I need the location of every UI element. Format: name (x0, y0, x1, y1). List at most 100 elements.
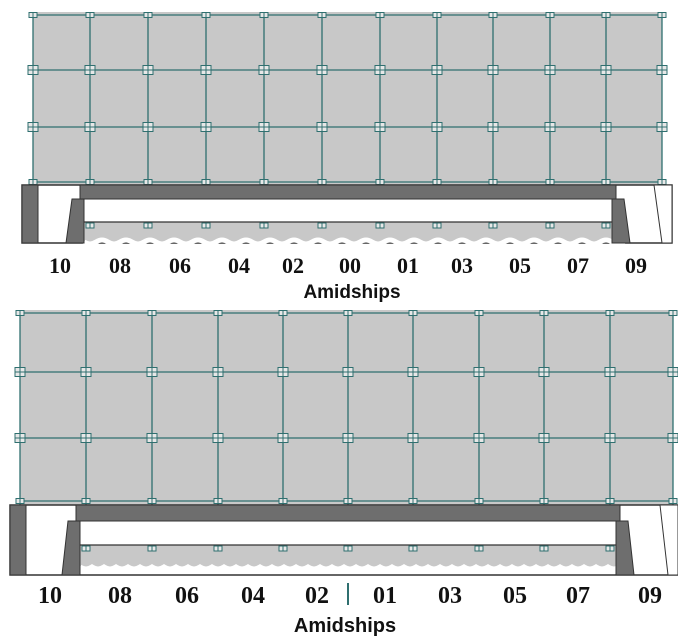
joint-fitting (81, 545, 91, 552)
left-bulkhead (65, 198, 85, 244)
joint-fitting (259, 12, 269, 18)
main-girder (79, 184, 617, 200)
joint-fitting (473, 367, 485, 377)
joint-fitting (375, 222, 385, 229)
joint-fitting (85, 222, 95, 229)
joint-fitting (147, 310, 157, 316)
joint-fitting (27, 122, 39, 132)
joint-fitting (143, 179, 153, 185)
frame-number-08: 08 (108, 583, 132, 609)
frame-number-10: 10 (49, 253, 71, 278)
joint-fitting (212, 433, 224, 443)
joint-fitting (487, 65, 499, 75)
joint-fitting (84, 122, 96, 132)
joint-fitting (474, 310, 484, 316)
frame-number-09: 09 (625, 253, 647, 278)
frame-number-07: 07 (566, 583, 590, 609)
frame-number-06: 06 (169, 253, 191, 278)
joint-fitting (258, 65, 270, 75)
joint-fitting (142, 122, 154, 132)
upper-hull-drawing (21, 12, 673, 247)
joint-fitting (600, 65, 612, 75)
joint-fitting (200, 122, 212, 132)
joint-fitting (667, 433, 678, 443)
right-end-plate (653, 184, 673, 244)
joint-fitting (277, 433, 289, 443)
joint-fitting (375, 179, 385, 185)
joint-fitting (343, 545, 353, 552)
frame-number-07: 07 (567, 253, 589, 278)
joint-fitting (407, 433, 419, 443)
joint-fitting (432, 12, 442, 18)
torn-edge (78, 563, 622, 572)
frame-number-05: 05 (503, 583, 527, 609)
joint-fitting (278, 310, 288, 316)
frame-number-05: 05 (509, 253, 531, 278)
joint-fitting (85, 179, 95, 185)
joint-fitting (656, 65, 668, 75)
frame-number-03: 03 (438, 583, 462, 609)
joint-fitting (488, 222, 498, 229)
joint-fitting (85, 12, 95, 18)
joint-fitting (278, 545, 288, 552)
joint-fitting (81, 310, 91, 316)
lower-deck-strip (84, 222, 612, 242)
joint-fitting (539, 498, 549, 504)
joint-fitting (277, 367, 289, 377)
upper-amidships-label: Amidships (303, 282, 401, 303)
frame-number-04: 04 (241, 583, 265, 609)
joint-fitting (407, 367, 419, 377)
joint-fitting (375, 12, 385, 18)
frame-number-03: 03 (451, 253, 473, 278)
joint-fitting (601, 222, 611, 229)
joint-fitting (668, 310, 678, 316)
left-end-plate (21, 184, 39, 244)
joint-fitting (15, 310, 25, 316)
joint-fitting (213, 498, 223, 504)
joint-fitting (604, 367, 616, 377)
joint-fitting (146, 433, 158, 443)
joint-fitting (605, 498, 615, 504)
joint-fitting (143, 12, 153, 18)
joint-fitting (408, 498, 418, 504)
joint-fitting (201, 179, 211, 185)
joint-fitting (213, 310, 223, 316)
joint-fitting (317, 179, 327, 185)
joint-fitting (601, 179, 611, 185)
joint-fitting (408, 310, 418, 316)
joint-fitting (147, 498, 157, 504)
joint-fitting (601, 12, 611, 18)
joint-fitting (213, 545, 223, 552)
joint-fitting (259, 222, 269, 229)
joint-fitting (431, 65, 443, 75)
frame-number-09: 09 (638, 583, 662, 609)
frame-number-06: 06 (175, 583, 199, 609)
joint-fitting (278, 498, 288, 504)
main-girder (75, 504, 621, 522)
joint-fitting (80, 367, 92, 377)
joint-fitting (473, 433, 485, 443)
joint-fitting (147, 545, 157, 552)
joint-fitting (668, 498, 678, 504)
joint-fitting (657, 12, 667, 18)
joint-fitting (343, 498, 353, 504)
joint-fitting (374, 65, 386, 75)
end-notch (51, 186, 59, 242)
frame-number-00: 00 (339, 253, 361, 278)
joint-fitting (538, 367, 550, 377)
frame-number-02: 02 (282, 253, 304, 278)
joint-fitting (657, 179, 667, 185)
joint-fitting (28, 179, 38, 185)
joint-fitting (342, 367, 354, 377)
frame-number-01: 01 (397, 253, 419, 278)
joint-fitting (538, 433, 550, 443)
joint-fitting (27, 65, 39, 75)
deck-plating (20, 310, 673, 505)
frame-number-04: 04 (228, 253, 250, 278)
joint-fitting (146, 367, 158, 377)
joint-fitting (605, 310, 615, 316)
joint-fitting (343, 310, 353, 316)
joint-fitting (431, 122, 443, 132)
lower-amidships-label: Amidships (293, 615, 397, 637)
